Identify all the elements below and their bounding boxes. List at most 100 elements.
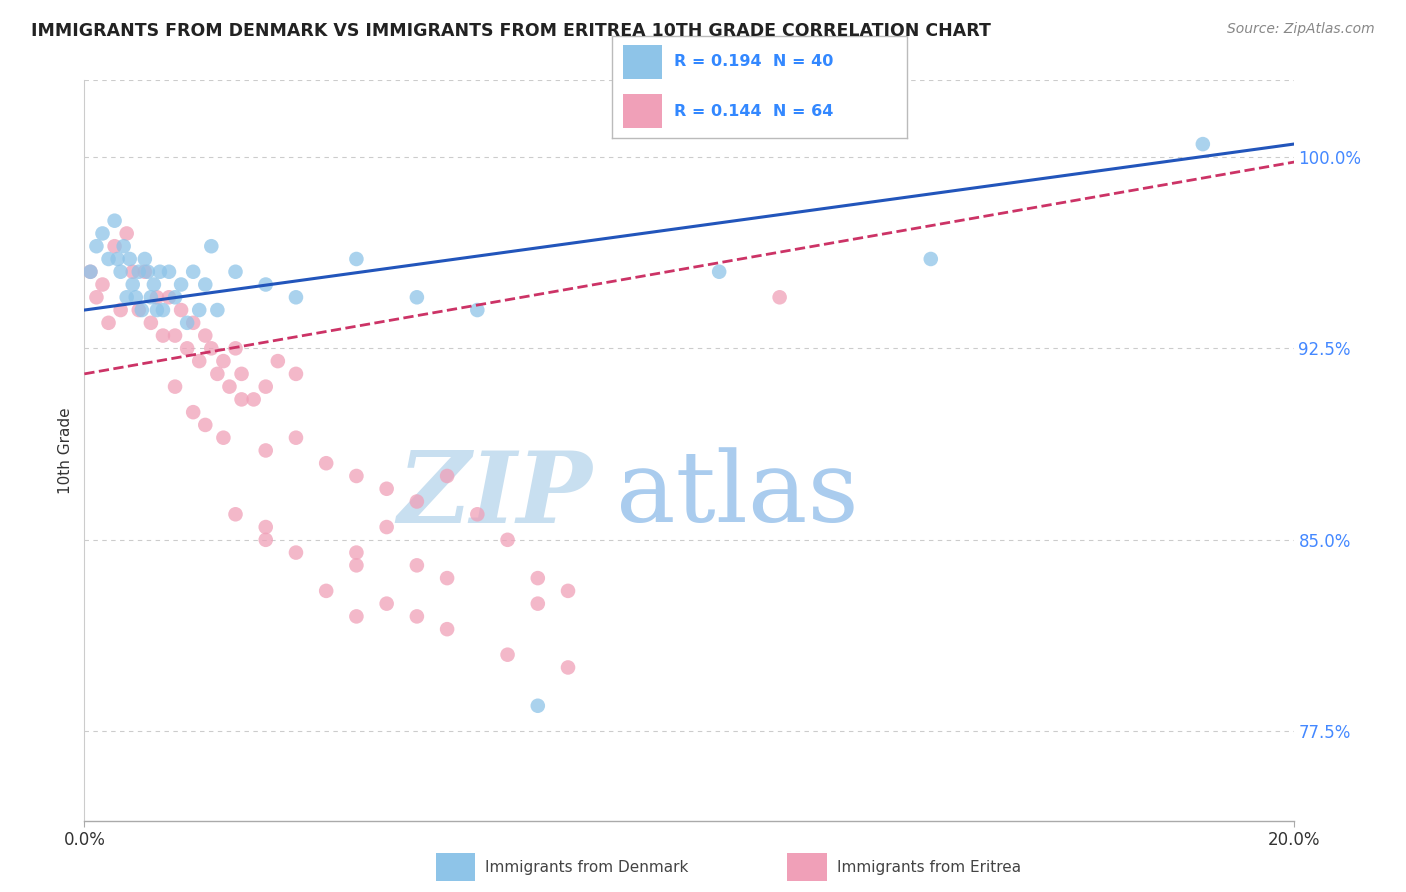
Point bbox=[267, 354, 290, 368]
Point bbox=[254, 533, 277, 547]
Point bbox=[225, 265, 247, 279]
Point bbox=[104, 239, 127, 253]
Point bbox=[152, 328, 174, 343]
Point bbox=[181, 265, 204, 279]
Text: R = 0.194  N = 40: R = 0.194 N = 40 bbox=[673, 54, 832, 70]
Point bbox=[315, 456, 337, 470]
Point bbox=[254, 520, 277, 534]
Point bbox=[97, 316, 120, 330]
Point bbox=[115, 227, 138, 241]
Point bbox=[176, 342, 198, 356]
Point bbox=[86, 290, 108, 304]
Point bbox=[285, 545, 308, 559]
Point bbox=[375, 597, 398, 611]
Point bbox=[157, 290, 180, 304]
Point bbox=[254, 379, 277, 393]
Point bbox=[1192, 137, 1215, 152]
Point bbox=[231, 367, 253, 381]
Point bbox=[557, 660, 579, 674]
Point bbox=[188, 354, 211, 368]
Point bbox=[136, 265, 159, 279]
Point bbox=[467, 303, 489, 318]
Point bbox=[346, 558, 368, 573]
Point bbox=[181, 405, 204, 419]
Text: atlas: atlas bbox=[616, 447, 859, 542]
Point bbox=[176, 316, 198, 330]
Point bbox=[110, 265, 132, 279]
Point bbox=[242, 392, 264, 407]
Text: Immigrants from Eritrea: Immigrants from Eritrea bbox=[837, 860, 1021, 874]
Point bbox=[170, 277, 193, 292]
Point bbox=[79, 265, 101, 279]
Point bbox=[152, 303, 174, 318]
Point bbox=[346, 469, 368, 483]
Text: Source: ZipAtlas.com: Source: ZipAtlas.com bbox=[1227, 22, 1375, 37]
Point bbox=[115, 290, 138, 304]
Point bbox=[121, 265, 143, 279]
Point bbox=[97, 252, 120, 266]
Point bbox=[188, 303, 211, 318]
Point bbox=[436, 571, 458, 585]
Point bbox=[254, 443, 277, 458]
Point bbox=[406, 290, 429, 304]
Point bbox=[285, 431, 308, 445]
Point bbox=[134, 265, 156, 279]
Point bbox=[527, 597, 550, 611]
Point bbox=[146, 303, 169, 318]
Point bbox=[104, 213, 127, 227]
Point bbox=[315, 583, 337, 598]
Bar bbox=[623, 95, 662, 128]
Point bbox=[346, 545, 368, 559]
Point bbox=[496, 648, 519, 662]
Text: Immigrants from Denmark: Immigrants from Denmark bbox=[485, 860, 689, 874]
Point bbox=[139, 290, 162, 304]
Point bbox=[285, 290, 308, 304]
Point bbox=[231, 392, 253, 407]
Point bbox=[86, 239, 108, 253]
Point bbox=[165, 328, 187, 343]
Point bbox=[118, 252, 141, 266]
Point bbox=[79, 265, 101, 279]
Point bbox=[200, 342, 222, 356]
Point bbox=[110, 303, 132, 318]
Point bbox=[139, 316, 162, 330]
Point bbox=[406, 609, 429, 624]
Point bbox=[170, 303, 193, 318]
Point bbox=[467, 508, 489, 522]
Point bbox=[212, 354, 235, 368]
Point bbox=[436, 469, 458, 483]
Bar bbox=[623, 45, 662, 78]
Point bbox=[436, 622, 458, 636]
Point bbox=[496, 533, 519, 547]
Point bbox=[225, 342, 247, 356]
Point bbox=[769, 290, 792, 304]
Point bbox=[207, 367, 229, 381]
Point bbox=[218, 379, 240, 393]
Point bbox=[375, 520, 398, 534]
Point bbox=[920, 252, 942, 266]
Y-axis label: 10th Grade: 10th Grade bbox=[58, 407, 73, 494]
Text: R = 0.144  N = 64: R = 0.144 N = 64 bbox=[673, 103, 832, 119]
Point bbox=[346, 252, 368, 266]
Point bbox=[557, 583, 579, 598]
Point bbox=[709, 265, 731, 279]
Point bbox=[527, 698, 550, 713]
Point bbox=[142, 277, 165, 292]
Point bbox=[527, 571, 550, 585]
Point bbox=[112, 239, 135, 253]
Point bbox=[165, 290, 187, 304]
Point bbox=[225, 508, 247, 522]
Point bbox=[125, 290, 148, 304]
Point bbox=[165, 379, 187, 393]
Point bbox=[134, 252, 156, 266]
Point bbox=[146, 290, 169, 304]
Point bbox=[128, 265, 150, 279]
Point bbox=[181, 316, 204, 330]
Point bbox=[194, 328, 217, 343]
Point bbox=[149, 265, 172, 279]
Point bbox=[375, 482, 398, 496]
Point bbox=[121, 277, 143, 292]
Point bbox=[91, 227, 114, 241]
Point bbox=[406, 558, 429, 573]
Point bbox=[107, 252, 129, 266]
